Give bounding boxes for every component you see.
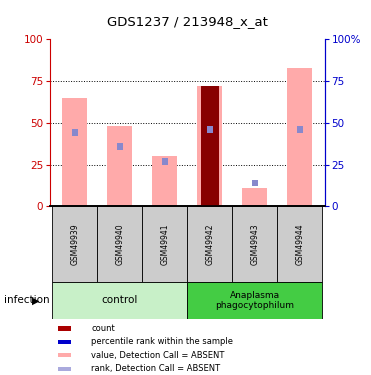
Text: ▶: ▶ <box>32 295 39 305</box>
Text: percentile rank within the sample: percentile rank within the sample <box>91 338 233 346</box>
Bar <box>58 326 72 330</box>
Bar <box>252 180 258 186</box>
Bar <box>72 129 78 136</box>
Text: value, Detection Call = ABSENT: value, Detection Call = ABSENT <box>91 351 225 360</box>
Bar <box>97 206 142 282</box>
Text: rank, Detection Call = ABSENT: rank, Detection Call = ABSENT <box>91 364 220 373</box>
Bar <box>62 98 87 206</box>
Bar <box>197 86 222 206</box>
Text: infection: infection <box>4 295 49 305</box>
Bar <box>58 367 72 371</box>
Bar <box>207 126 213 133</box>
Bar <box>142 206 187 282</box>
Bar <box>201 86 219 206</box>
Bar <box>152 156 177 206</box>
Text: control: control <box>102 295 138 305</box>
Text: GSM49944: GSM49944 <box>295 224 304 265</box>
Text: Anaplasma
phagocytophilum: Anaplasma phagocytophilum <box>215 291 294 310</box>
Bar <box>52 282 187 318</box>
Text: GSM49940: GSM49940 <box>115 224 124 265</box>
Bar <box>278 206 322 282</box>
Bar <box>288 68 312 206</box>
Bar <box>52 206 97 282</box>
Bar <box>232 206 278 282</box>
Bar <box>243 188 267 206</box>
Text: GSM49941: GSM49941 <box>160 224 169 265</box>
Bar <box>297 126 303 133</box>
Bar <box>187 282 322 318</box>
Text: GDS1237 / 213948_x_at: GDS1237 / 213948_x_at <box>107 15 268 28</box>
Text: GSM49939: GSM49939 <box>70 224 79 265</box>
Bar <box>58 340 72 344</box>
Bar <box>187 206 232 282</box>
Bar <box>117 143 123 150</box>
Bar <box>162 158 168 165</box>
Text: GSM49943: GSM49943 <box>250 224 259 265</box>
Text: count: count <box>91 324 115 333</box>
Bar <box>108 126 132 206</box>
Bar <box>58 353 72 357</box>
Text: GSM49942: GSM49942 <box>206 224 214 265</box>
